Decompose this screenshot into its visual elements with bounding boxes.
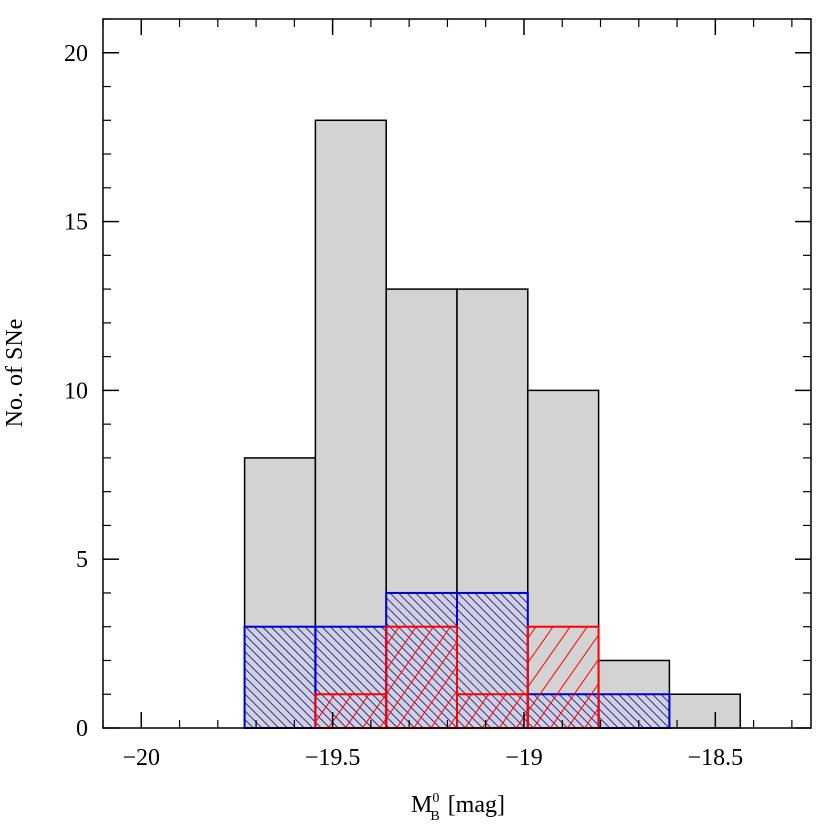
y-tick-label: 20 (64, 41, 88, 67)
x-tick-label: −18.5 (688, 745, 744, 771)
x-tick-label: −19.5 (305, 745, 361, 771)
bar (243, 625, 317, 730)
plot-frame (102, 18, 812, 729)
y-tick-label: 0 (76, 716, 88, 742)
bar (314, 693, 388, 730)
bar (668, 693, 741, 729)
bar (597, 693, 671, 730)
bar (385, 625, 459, 730)
y-tick-label: 5 (76, 547, 88, 573)
bar (526, 625, 600, 730)
y-tick-label: 10 (64, 378, 88, 404)
x-tick-label: −20 (122, 745, 160, 771)
x-axis-label: M0 B [mag] (411, 791, 505, 824)
bar (456, 693, 529, 730)
x-tick-label: −19 (505, 745, 543, 771)
y-tick-label: 15 (64, 210, 88, 236)
y-axis-label: No. of SNe (2, 319, 28, 428)
